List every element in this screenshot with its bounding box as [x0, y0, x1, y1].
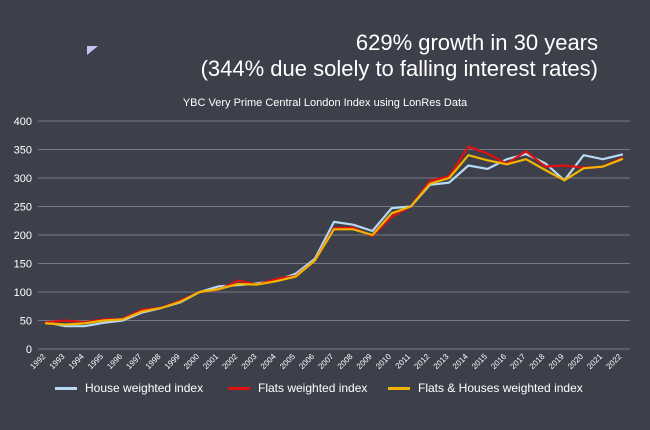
x-tick-label: 2017 [508, 352, 527, 371]
chart-title: YBC Very Prime Central London Index usin… [182, 97, 468, 109]
legend-item-flats: Flats weighted index [228, 381, 367, 395]
x-tick-label: 2015 [470, 352, 489, 371]
x-tick-label: 2004 [259, 352, 278, 371]
x-tick-label: 1998 [144, 352, 163, 371]
legend: House weighted index Flats weighted inde… [0, 381, 650, 397]
x-tick-label: 2022 [604, 352, 623, 371]
y-tick-label: 150 [14, 259, 32, 271]
x-tick-label: 2010 [374, 352, 393, 371]
x-axis-ticks: 1992 1993 1994 1995 1996 1997 1998 1999 2000 2001… [28, 352, 623, 371]
x-tick-label: 1996 [105, 352, 124, 371]
series-line-house [44, 153, 624, 328]
x-tick-label: 2006 [297, 352, 316, 371]
cursor-icon [87, 46, 98, 55]
grid-layer [38, 120, 630, 350]
x-tick-label: 1993 [48, 352, 67, 371]
y-tick-label: 200 [14, 230, 32, 242]
series-line-combined [44, 154, 624, 326]
x-tick-label: 2009 [355, 352, 374, 371]
x-tick-label: 2020 [566, 352, 585, 371]
legend-label-house: House weighted index [85, 381, 204, 395]
x-tick-label: 2018 [528, 352, 547, 371]
series-layer [44, 145, 624, 328]
headline-line-1: 629% growth in 30 years [355, 30, 598, 55]
x-tick-label: 2012 [412, 352, 431, 371]
x-tick-label: 2007 [316, 352, 335, 371]
y-tick-label: 400 [14, 116, 32, 128]
y-tick-label: 300 [14, 173, 32, 185]
headline-line-2: (344% due solely to falling interest rat… [200, 56, 598, 81]
y-tick-label: 100 [14, 287, 32, 299]
y-tick-label: 250 [14, 202, 32, 214]
x-tick-label: 2008 [336, 352, 355, 371]
x-tick-label: 2001 [201, 352, 220, 371]
x-tick-label: 2005 [278, 352, 297, 371]
legend-item-combined: Flats & Houses weighted index [388, 381, 583, 395]
x-tick-label: 2003 [240, 352, 259, 371]
legend-label-combined: Flats & Houses weighted index [418, 381, 583, 395]
legend-label-flats: Flats weighted index [258, 381, 368, 395]
legend-item-house: House weighted index [55, 381, 203, 395]
y-tick-label: 0 [26, 344, 32, 356]
y-axis-ticks: 0 50 100 150 200 250 300 350 400 [14, 116, 32, 356]
x-tick-label: 1994 [67, 352, 86, 371]
series-line-flats [44, 145, 624, 324]
legend-swatch-combined [388, 386, 410, 390]
x-tick-label: 2016 [489, 352, 508, 371]
x-tick-label: 1995 [86, 352, 105, 371]
x-tick-label: 1997 [124, 352, 143, 371]
y-tick-label: 350 [14, 145, 32, 157]
x-tick-label: 2014 [451, 352, 470, 371]
y-tick-label: 50 [20, 316, 32, 328]
x-tick-label: 2021 [585, 352, 604, 371]
x-tick-label: 2019 [547, 352, 566, 371]
x-tick-label: 2000 [182, 352, 201, 371]
legend-swatch-house [55, 386, 77, 390]
x-tick-label: 2013 [432, 352, 451, 371]
x-tick-label: 2011 [394, 352, 413, 371]
x-tick-label: 2002 [220, 352, 239, 371]
x-tick-label: 1999 [163, 352, 182, 371]
legend-swatch-flats [228, 386, 250, 390]
